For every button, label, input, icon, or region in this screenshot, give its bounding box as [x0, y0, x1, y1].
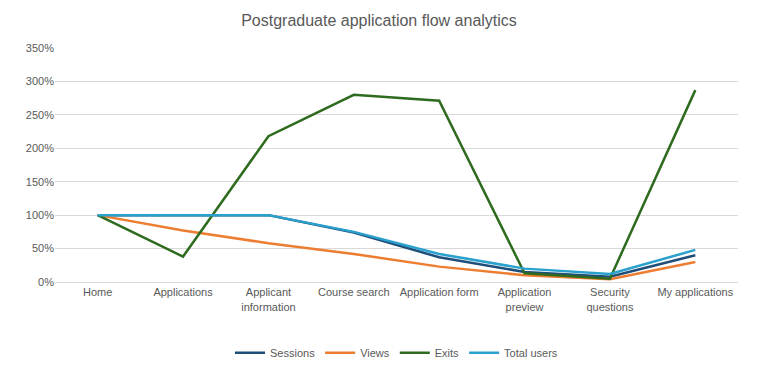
svg-text:50%: 50%	[32, 242, 54, 254]
svg-text:350%: 350%	[26, 42, 54, 54]
svg-text:0%: 0%	[38, 276, 54, 288]
svg-text:Postgraduate application flow: Postgraduate application flow analytics	[241, 12, 517, 29]
svg-text:100%: 100%	[26, 209, 54, 221]
svg-text:200%: 200%	[26, 142, 54, 154]
svg-text:Sessions: Sessions	[270, 347, 315, 359]
svg-text:Securityquestions: Securityquestions	[586, 286, 634, 312]
svg-text:My applications: My applications	[657, 286, 733, 298]
svg-text:Applicantinformation: Applicantinformation	[241, 286, 295, 312]
svg-text:250%: 250%	[26, 109, 54, 121]
svg-text:Application form: Application form	[400, 286, 479, 298]
svg-text:150%: 150%	[26, 176, 54, 188]
svg-text:Views: Views	[360, 347, 390, 359]
svg-text:Applicationpreview: Applicationpreview	[498, 286, 552, 312]
svg-text:300%: 300%	[26, 75, 54, 87]
svg-text:Applications: Applications	[153, 286, 213, 298]
svg-text:Total users: Total users	[504, 347, 558, 359]
svg-text:Exits: Exits	[435, 347, 459, 359]
svg-text:Home: Home	[83, 286, 112, 298]
svg-text:Course search: Course search	[318, 286, 390, 298]
